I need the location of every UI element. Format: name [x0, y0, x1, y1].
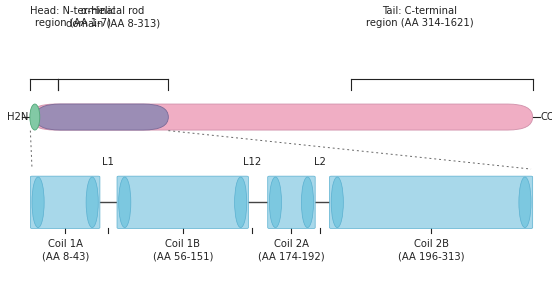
FancyBboxPatch shape: [330, 176, 533, 228]
Text: L2: L2: [314, 157, 326, 167]
Text: Coil 2A
(AA 174-192): Coil 2A (AA 174-192): [258, 239, 325, 262]
Text: Tail: C-terminal
region (AA 314-1621): Tail: C-terminal region (AA 314-1621): [366, 6, 473, 28]
Ellipse shape: [331, 177, 343, 228]
Text: Head: N-terminal
region (AA 1-7): Head: N-terminal region (AA 1-7): [30, 6, 116, 28]
Text: COOH: COOH: [541, 112, 552, 122]
Ellipse shape: [30, 104, 40, 130]
Text: L1: L1: [102, 157, 114, 167]
Text: Coil 1B
(AA 56-151): Coil 1B (AA 56-151): [152, 239, 213, 262]
Ellipse shape: [32, 177, 44, 228]
FancyBboxPatch shape: [35, 104, 168, 130]
Text: H2N: H2N: [7, 112, 28, 122]
Ellipse shape: [86, 177, 98, 228]
FancyBboxPatch shape: [30, 104, 533, 130]
Ellipse shape: [519, 177, 531, 228]
Ellipse shape: [269, 177, 282, 228]
Ellipse shape: [235, 177, 247, 228]
FancyBboxPatch shape: [268, 176, 315, 228]
Text: α-Helical rod
domain (AA 8-313): α-Helical rod domain (AA 8-313): [66, 6, 160, 28]
Ellipse shape: [119, 177, 131, 228]
FancyBboxPatch shape: [30, 176, 100, 228]
Ellipse shape: [301, 177, 314, 228]
Text: Coil 2B
(AA 196-313): Coil 2B (AA 196-313): [398, 239, 464, 262]
Text: Coil 1A
(AA 8-43): Coil 1A (AA 8-43): [41, 239, 89, 262]
FancyBboxPatch shape: [117, 176, 248, 228]
Text: L12: L12: [243, 157, 262, 167]
